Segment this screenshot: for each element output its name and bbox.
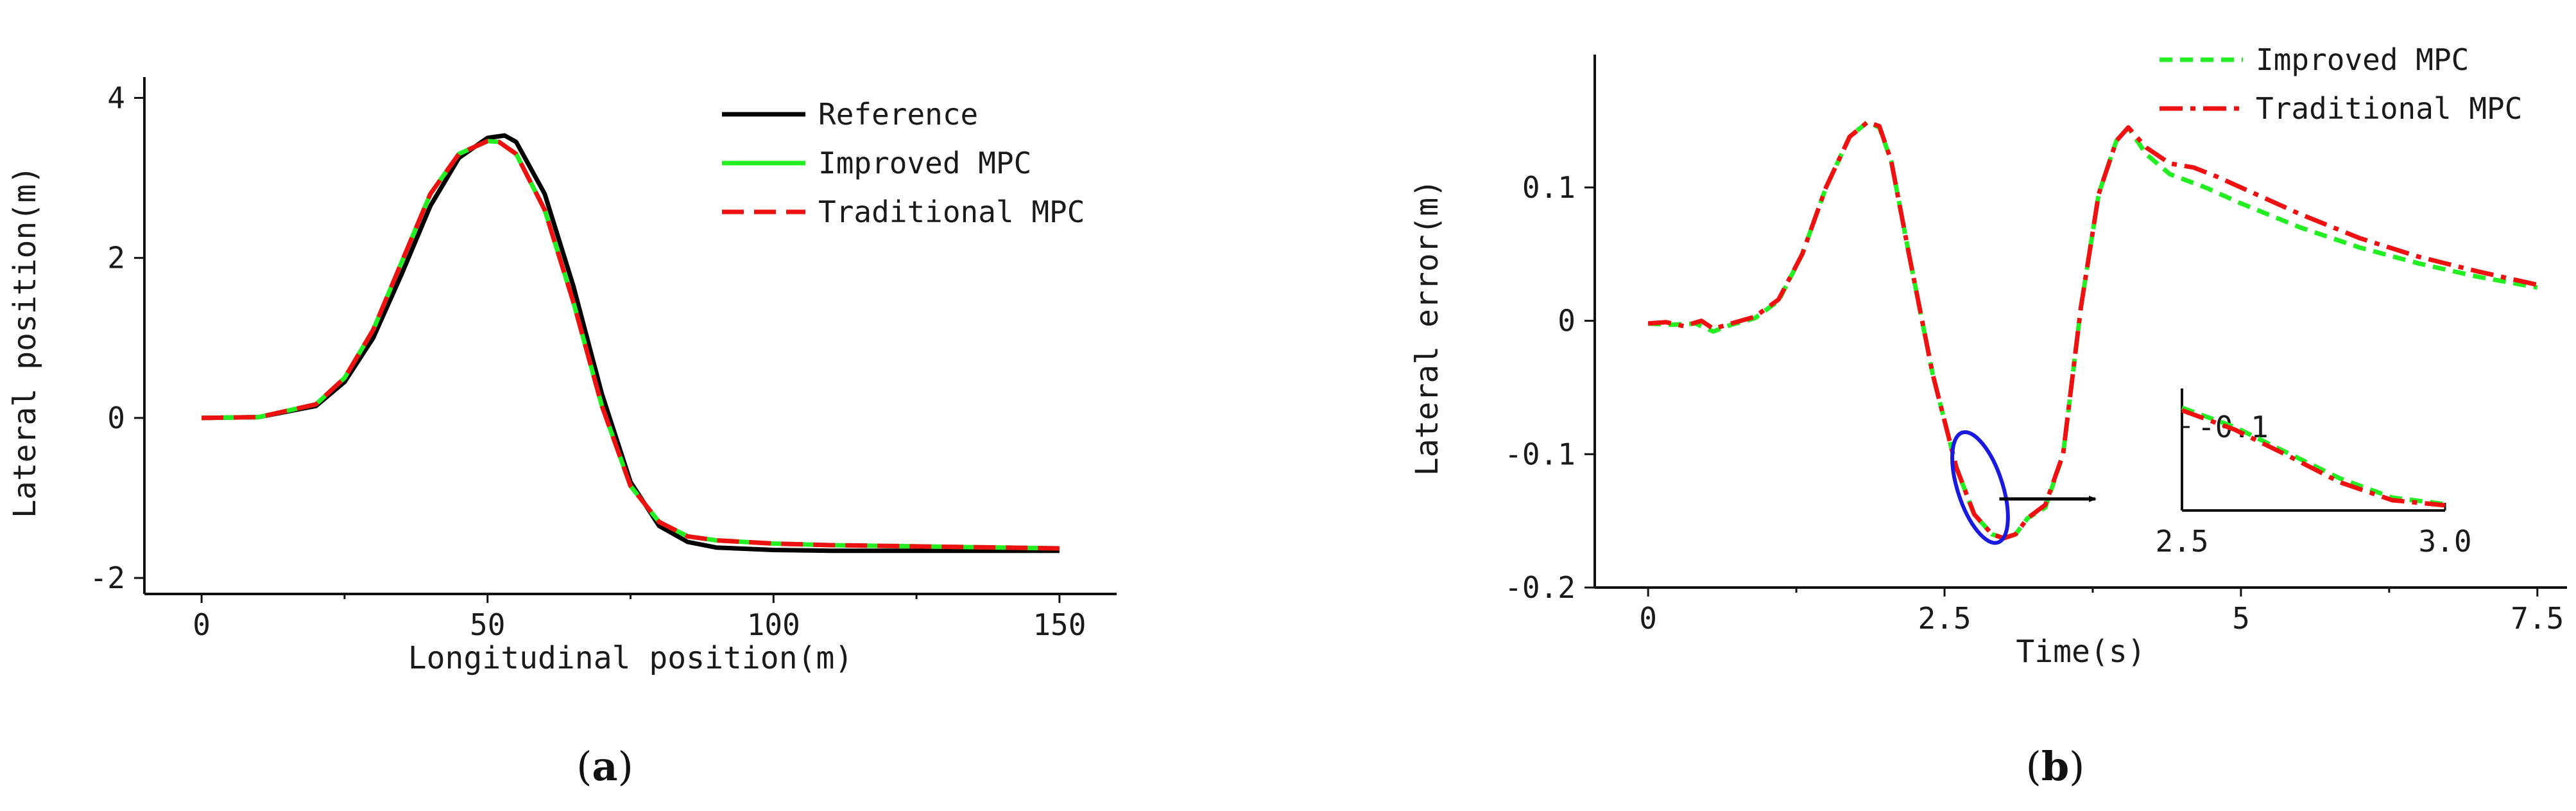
chart-panel-a: 0 50 100 150 -2 0 2 4 Longitudinal position(m) La… <box>7 77 1117 790</box>
y-tick-label: -0.2 <box>1504 570 1576 605</box>
y-tick-label: -0.1 <box>1504 437 1576 471</box>
x-tick-label: 2.5 <box>1918 601 1971 636</box>
x-tick-label: 5 <box>2232 601 2250 636</box>
y-tick-label: 0 <box>1558 304 1576 338</box>
caption-letter: b <box>2041 743 2069 790</box>
y-axis-label: Lateral position(m) <box>7 166 43 518</box>
y-tick-label: 4 <box>107 80 125 115</box>
series-line-traditional-mpc <box>1647 119 2538 541</box>
series-line-traditional-mpc <box>202 139 1060 551</box>
inset-x-tick-label: 3.0 <box>2418 524 2471 559</box>
legend-label: Traditional MPC <box>2256 91 2522 126</box>
y-tick-label: 2 <box>107 241 125 275</box>
y-tick-label: 0 <box>107 401 125 435</box>
legend-label: Improved MPC <box>818 146 1031 180</box>
y-tick-label: 0.1 <box>1522 170 1576 205</box>
x-tick-label: 7.5 <box>2511 601 2564 636</box>
caption-paren-open: ( <box>2026 743 2041 790</box>
caption-paren-close: ) <box>2069 743 2084 790</box>
legend-label: Traditional MPC <box>818 195 1085 229</box>
legend-label: Improved MPC <box>2256 42 2469 77</box>
x-tick-label: 150 <box>1033 607 1086 642</box>
inset-series-line-traditional-mpc <box>2181 408 2446 508</box>
y-tick-label: -2 <box>90 561 125 595</box>
caption-paren-open: ( <box>576 743 592 790</box>
inset-x-tick-label: 2.5 <box>2155 524 2208 559</box>
panel-caption: (a) <box>576 743 633 790</box>
x-tick-label: 100 <box>747 607 800 642</box>
x-axis-label: Time(s) <box>2016 634 2145 670</box>
y-axis-label: Lateral error(m) <box>1409 179 1445 476</box>
series-line-reference <box>202 133 1060 554</box>
legend-label: Reference <box>818 97 978 132</box>
x-tick-label: 0 <box>193 607 210 642</box>
x-axis-label: Longitudinal position(m) <box>408 640 854 676</box>
caption-letter: a <box>592 743 617 790</box>
chart-panel-b: 0 2.5 5 7.5 -0.2 -0.1 0 0.1 Time(s) Lateral error… <box>1409 42 2567 790</box>
panel-caption: (b) <box>2026 743 2085 790</box>
zoom-highlight-ellipse <box>1950 430 2010 545</box>
series-line-improved-mpc <box>1647 119 2538 541</box>
x-tick-label: 0 <box>1639 601 1657 636</box>
caption-paren-close: ) <box>618 743 633 790</box>
inset-chart: 2.5 3.0-0.1 <box>2155 388 2472 559</box>
x-tick-label: 50 <box>470 607 505 642</box>
inset-series-line-improved-mpc <box>2181 405 2446 507</box>
